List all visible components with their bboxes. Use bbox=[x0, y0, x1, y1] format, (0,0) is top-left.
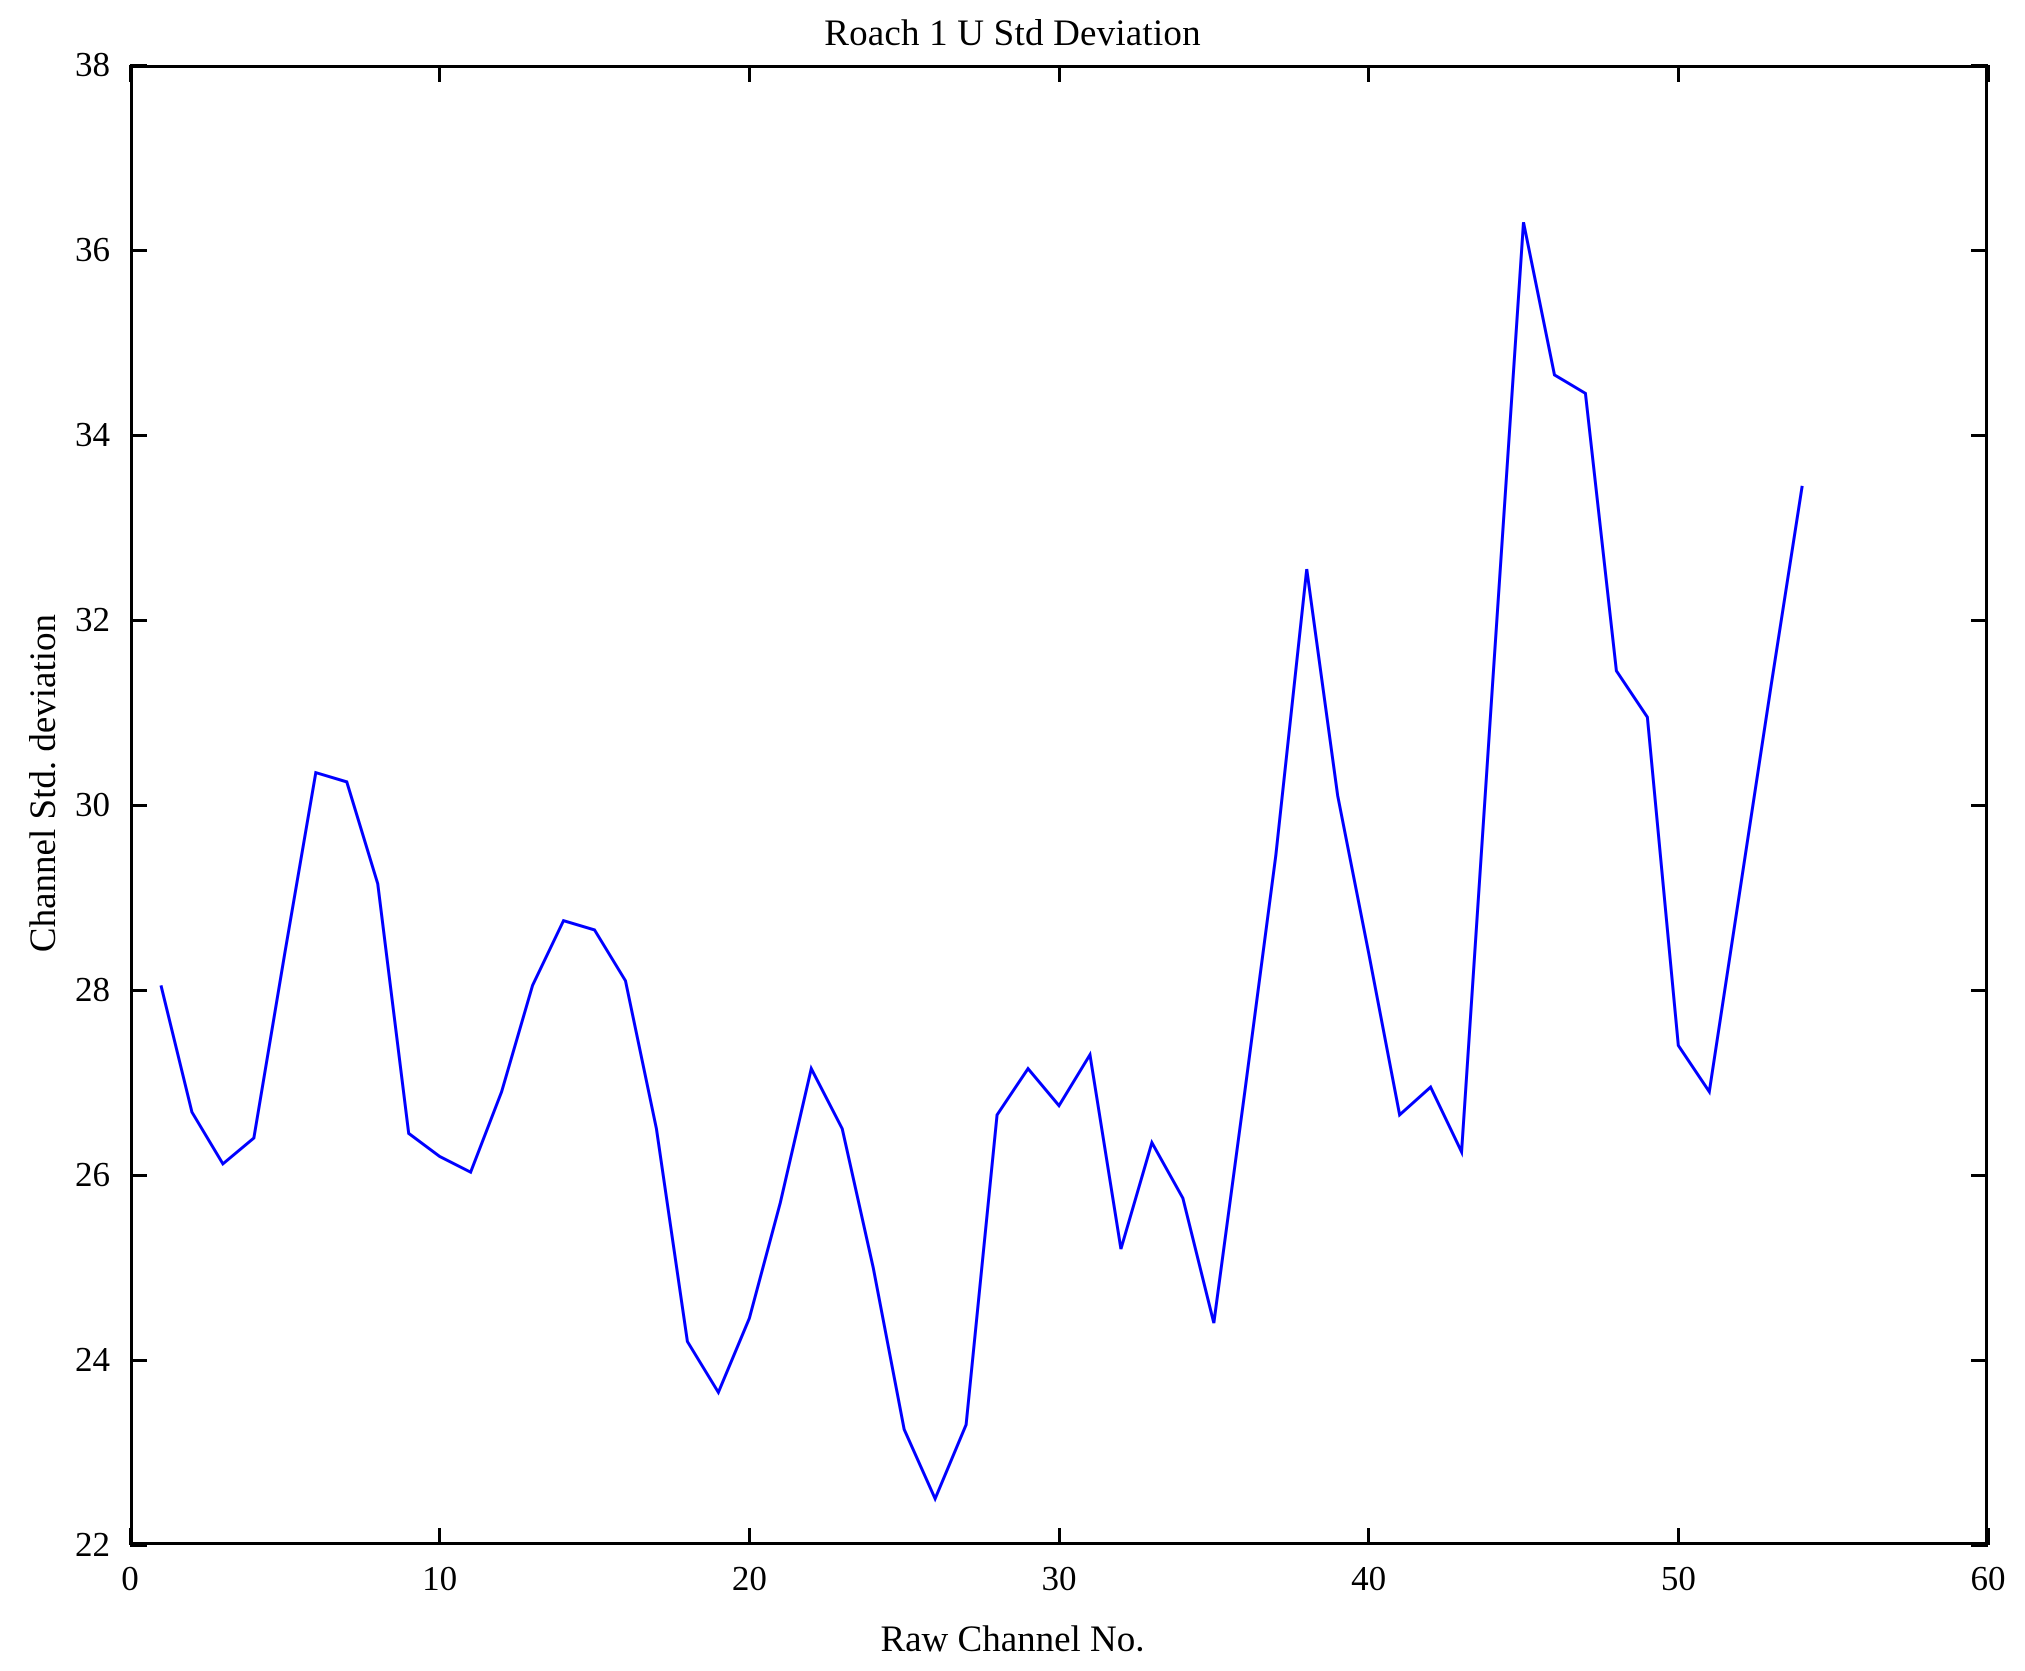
y-axis-title-wrapper: Channel Std. deviation bbox=[21, 403, 67, 1163]
y-tick-24 bbox=[130, 1358, 147, 1362]
y-tick-label-24: 24 bbox=[75, 1340, 110, 1379]
y-tick-22 bbox=[130, 1543, 147, 1547]
x-tick-label-50: 50 bbox=[1660, 1559, 1696, 1598]
y-tick-34 bbox=[130, 433, 147, 437]
x-tick-top-60 bbox=[1986, 65, 1990, 82]
y-tick-30 bbox=[130, 803, 147, 807]
y-tick-28 bbox=[130, 988, 147, 992]
x-tick-top-10 bbox=[438, 65, 442, 82]
x-tick-10 bbox=[438, 1528, 442, 1545]
x-tick-30 bbox=[1057, 1528, 1061, 1545]
y-tick-right-32 bbox=[1971, 618, 1988, 622]
x-axis-title: Raw Channel No. bbox=[880, 1619, 1145, 1660]
y-tick-label-38: 38 bbox=[75, 45, 110, 84]
x-tick-label-10: 10 bbox=[422, 1559, 458, 1598]
y-tick-36 bbox=[130, 248, 147, 252]
y-tick-26 bbox=[130, 1173, 147, 1177]
x-tick-label-0: 0 bbox=[121, 1559, 139, 1598]
x-tick-top-0 bbox=[128, 65, 132, 82]
y-tick-right-36 bbox=[1971, 248, 1988, 252]
chart-title: Roach 1 U Std Deviation bbox=[824, 13, 1201, 54]
y-tick-right-28 bbox=[1971, 988, 1988, 992]
x-tick-0 bbox=[128, 1528, 132, 1545]
y-tick-right-24 bbox=[1971, 1358, 1988, 1362]
x-tick-top-20 bbox=[747, 65, 751, 82]
y-tick-32 bbox=[130, 618, 147, 622]
y-tick-label-28: 28 bbox=[75, 970, 110, 1009]
y-tick-label-30: 30 bbox=[75, 785, 110, 824]
y-tick-right-22 bbox=[1971, 1543, 1988, 1547]
x-tick-top-40 bbox=[1367, 65, 1371, 82]
y-tick-label-26: 26 bbox=[75, 1155, 110, 1194]
y-tick-label-22: 22 bbox=[75, 1525, 110, 1564]
y-tick-label-34: 34 bbox=[75, 415, 110, 454]
y-tick-38 bbox=[130, 63, 147, 67]
x-tick-20 bbox=[747, 1528, 751, 1545]
y-axis-title: Channel Std. deviation bbox=[23, 613, 64, 953]
y-tick-right-38 bbox=[1971, 63, 1988, 67]
y-tick-right-30 bbox=[1971, 803, 1988, 807]
x-tick-label-40: 40 bbox=[1351, 1559, 1387, 1598]
series-line-roach1-u-std-deviation bbox=[159, 221, 1804, 1503]
y-tick-label-36: 36 bbox=[75, 230, 110, 269]
x-tick-label-20: 20 bbox=[731, 1559, 767, 1598]
y-tick-right-26 bbox=[1971, 1173, 1988, 1177]
data-line-plot bbox=[159, 221, 1804, 1503]
y-tick-label-32: 32 bbox=[75, 600, 110, 639]
y-tick-right-34 bbox=[1971, 433, 1988, 437]
x-tick-50 bbox=[1676, 1528, 1680, 1545]
x-tick-top-30 bbox=[1057, 65, 1061, 82]
x-tick-label-30: 30 bbox=[1041, 1559, 1077, 1598]
x-tick-top-50 bbox=[1676, 65, 1680, 82]
x-tick-label-60: 60 bbox=[1970, 1559, 2006, 1598]
x-tick-40 bbox=[1367, 1528, 1371, 1545]
x-tick-60 bbox=[1986, 1528, 1990, 1545]
